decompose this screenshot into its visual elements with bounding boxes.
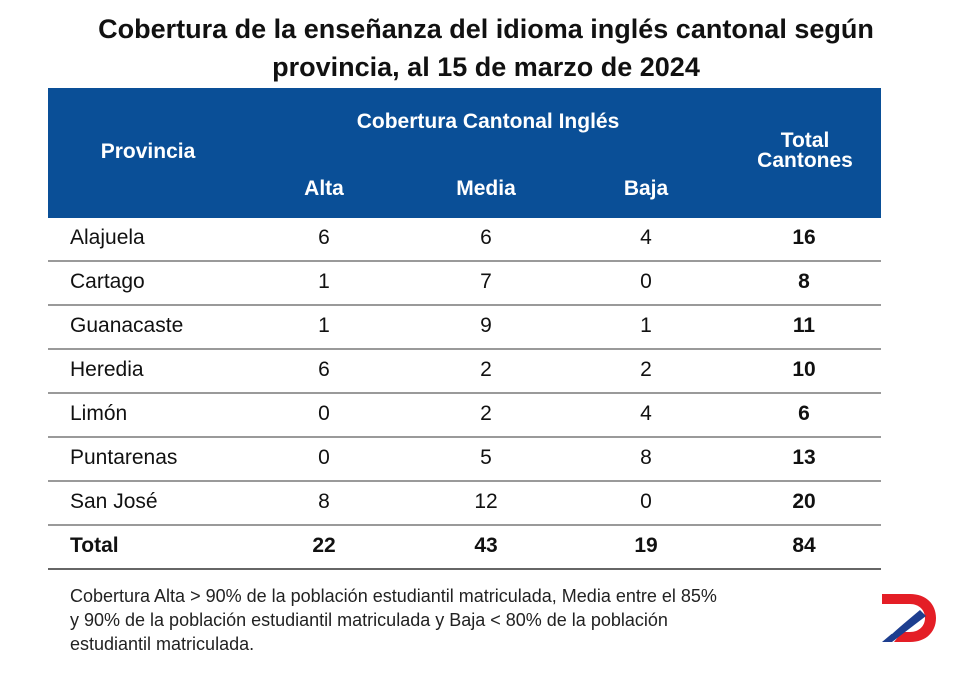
title-line-2: provincia, al 15 de marzo de 2024 [272, 52, 700, 82]
cell-media: 9 [480, 314, 492, 337]
header-baja: Baja [623, 177, 669, 200]
table-row: Guanacaste 1 9 1 11 [48, 306, 881, 350]
cell-alta: 1 [318, 270, 330, 293]
header-cobertura-group: Cobertura Cantonal Inglés [356, 110, 620, 133]
footnote: Cobertura Alta > 90% de la población est… [70, 584, 870, 656]
cell-alta: 1 [318, 314, 330, 337]
cell-total: 13 [792, 446, 816, 469]
cell-baja: 19 [634, 534, 658, 557]
cell-total: 11 [792, 314, 816, 337]
cell-total: 20 [792, 490, 816, 513]
footnote-line-2: y 90% de la población estudiantil matric… [70, 610, 668, 630]
cell-total: 84 [792, 534, 816, 557]
header-alta: Alta [304, 177, 344, 200]
cell-media: 2 [480, 358, 492, 381]
cell-baja: 8 [640, 446, 652, 469]
footnote-line-3: estudiantil matriculada. [70, 634, 255, 654]
cell-baja: 0 [640, 270, 652, 293]
cell-baja: 2 [640, 358, 652, 381]
cell-alta: 22 [312, 534, 336, 557]
cell-provincia: Alajuela [70, 226, 145, 249]
cell-media: 5 [480, 446, 492, 469]
cell-baja: 0 [640, 490, 652, 513]
table-row: Alajuela 6 6 4 16 [48, 218, 881, 262]
cell-total: 8 [798, 270, 810, 293]
cell-total: 10 [792, 358, 816, 381]
cell-media: 2 [480, 402, 492, 425]
cell-provincia: Cartago [70, 270, 145, 293]
cell-provincia: San José [70, 490, 158, 513]
coverage-table: Provincia Cobertura Cantonal Inglés Alta… [48, 88, 881, 570]
cell-alta: 0 [318, 446, 330, 469]
cell-alta: 8 [318, 490, 330, 513]
cell-alta: 0 [318, 402, 330, 425]
table-row: San José 8 12 0 20 [48, 482, 881, 526]
cell-provincia: Guanacaste [70, 314, 184, 337]
cell-provincia: Puntarenas [70, 446, 178, 469]
header-total-cantones: Total Cantones [730, 129, 880, 172]
cell-baja: 1 [640, 314, 652, 337]
cell-media: 7 [480, 270, 492, 293]
title-line-1: Cobertura de la enseñanza del idioma ing… [98, 14, 874, 44]
cell-provincia: Limón [70, 402, 128, 425]
table-body: Alajuela 6 6 4 16 Cartago 1 7 0 8 Guanac… [48, 218, 881, 570]
cell-total: 16 [792, 226, 816, 249]
table-header: Provincia Cobertura Cantonal Inglés Alta… [48, 88, 881, 218]
page-title: Cobertura de la enseñanza del idioma ing… [0, 10, 972, 86]
cell-baja: 4 [640, 226, 652, 249]
table-total-row: Total 22 43 19 84 [48, 526, 881, 570]
cell-alta: 6 [318, 358, 330, 381]
header-media: Media [456, 177, 516, 200]
header-total-line-2: Cantones [757, 149, 853, 172]
cell-alta: 6 [318, 226, 330, 249]
table-row: Limón 0 2 4 6 [48, 394, 881, 438]
header-total-line-1: Total [780, 129, 830, 152]
table-row: Cartago 1 7 0 8 [48, 262, 881, 306]
cell-provincia: Heredia [70, 358, 144, 381]
cell-media: 43 [474, 534, 498, 557]
footnote-line-1: Cobertura Alta > 90% de la población est… [70, 586, 717, 606]
cell-media: 12 [474, 490, 498, 513]
cell-provincia: Total [70, 534, 119, 557]
table-row: Puntarenas 0 5 8 13 [48, 438, 881, 482]
cell-media: 6 [480, 226, 492, 249]
header-provincia: Provincia [100, 140, 196, 163]
cell-total: 6 [798, 402, 810, 425]
table-row: Heredia 6 2 2 10 [48, 350, 881, 394]
brand-logo-icon [880, 590, 938, 646]
cell-baja: 4 [640, 402, 652, 425]
